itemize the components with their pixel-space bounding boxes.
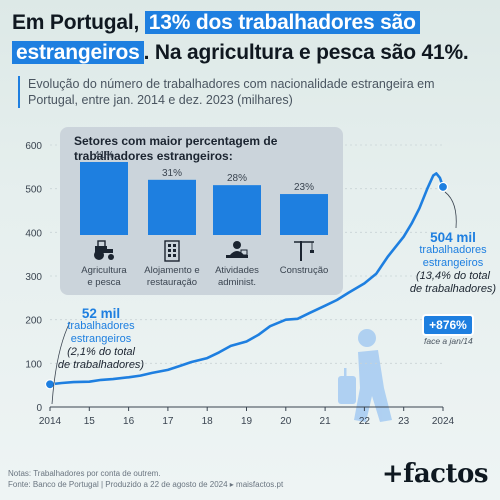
hotel-window <box>168 249 171 252</box>
x-tick-label: 18 <box>202 416 214 427</box>
x-tick-label: 23 <box>398 416 410 427</box>
headline: Em Portugal, 13% dos trabalhadores são es… <box>12 8 492 68</box>
bar-value-label: 28% <box>227 173 247 184</box>
y-tick-label: 0 <box>36 403 42 414</box>
y-tick-label: 400 <box>25 228 42 239</box>
end-marker <box>437 181 449 193</box>
tractor-icon <box>94 240 114 260</box>
sector-inset: Setores com maior percentagem de trabalh… <box>60 127 343 295</box>
start-line2: estrangeiros <box>70 333 132 345</box>
start-callout: 52 mil trabalhadores estrangeiros (2,1% … <box>52 307 150 372</box>
bar-category-label: Agricultura <box>81 265 127 276</box>
crane-icon <box>294 241 314 261</box>
brand-logo: +factos <box>381 459 489 489</box>
end-detail1: (13,4% do total <box>416 270 490 282</box>
start-detail2: de trabalhadores) <box>57 359 145 371</box>
footer-source: Fonte: Banco de Portugal | Produzido a 2… <box>8 480 284 489</box>
crane-load <box>310 250 314 253</box>
growth-note: face a jan/14 <box>424 336 473 346</box>
bar-category-label: Construção <box>280 265 329 276</box>
bar-category-label: administ. <box>218 277 256 288</box>
start-line1: trabalhadores <box>67 320 135 332</box>
footer-notes: Notas: Trabalhadores por conta de outrem… <box>8 469 161 478</box>
hotel-window <box>173 254 176 257</box>
y-tick-label: 300 <box>25 272 42 283</box>
tractor-hood <box>107 249 113 253</box>
bar-category-label: Atividades <box>215 265 259 276</box>
traveler-suitcase-handle <box>344 368 347 377</box>
start-value: 52 mil <box>81 306 121 321</box>
start-connector <box>51 321 71 405</box>
x-tick-label: 19 <box>241 416 253 427</box>
x-tick-label: 16 <box>123 416 135 427</box>
bar-3 <box>213 185 261 235</box>
bar-2 <box>148 179 196 235</box>
bar-category-label: Alojamento e <box>144 265 199 276</box>
end-line2: estrangeiros <box>422 257 484 269</box>
end-line1: trabalhadores <box>419 244 487 256</box>
x-tick-label: 17 <box>162 416 174 427</box>
traveler-suitcase <box>338 376 356 404</box>
end-connector <box>444 191 457 229</box>
bar-value-label: 41% <box>94 150 114 161</box>
bar-value-label: 23% <box>294 182 314 193</box>
growth-badge: +876% <box>424 316 472 334</box>
x-tick-label: 20 <box>280 416 292 427</box>
x-tick-label: 21 <box>320 416 332 427</box>
footer: Notas: Trabalhadores por conta de outrem… <box>8 468 283 490</box>
end-value: 504 mil <box>430 230 476 245</box>
worker-body <box>230 251 244 255</box>
hotel-building <box>164 240 180 262</box>
tractor-wheel-small <box>108 254 114 260</box>
headline-highlight1: 13% dos trabalhadores são <box>144 11 420 34</box>
y-tick-label: 200 <box>25 316 42 327</box>
inset-title: Setores com maior percentagem de trabalh… <box>74 134 278 163</box>
headline-part2: . Na agricultura e pesca são 41%. <box>143 41 469 64</box>
hotel-window <box>168 244 171 247</box>
bar-category-label: restauração <box>147 277 197 288</box>
traveler-body <box>354 350 392 422</box>
hotel-window <box>173 244 176 247</box>
x-tick-label: 2024 <box>432 416 455 427</box>
hotel-window <box>168 254 171 257</box>
bar-category-label: e pesca <box>87 277 121 288</box>
worker-desk <box>226 255 248 258</box>
x-tick-label: 15 <box>84 416 96 427</box>
bar-value-label: 31% <box>162 168 182 179</box>
office-worker-icon <box>226 241 248 258</box>
traveler-head <box>358 329 376 347</box>
worker-laptop <box>240 249 248 256</box>
tractor-cab <box>97 240 106 248</box>
bar-1 <box>80 162 128 235</box>
tractor-body <box>95 246 107 253</box>
bar-4 <box>280 194 328 235</box>
hotel-icon <box>164 240 180 262</box>
y-tick-label: 600 <box>25 141 42 152</box>
subtitle: Evolução do número de trabalhadores com … <box>18 76 468 108</box>
y-tick-label: 100 <box>25 359 42 370</box>
tractor-wheel-big <box>94 250 104 260</box>
x-tick-label: 2014 <box>39 416 62 427</box>
headline-highlight2: estrangeiros <box>12 41 144 64</box>
x-tick-label: 22 <box>359 416 371 427</box>
hotel-window <box>173 249 176 252</box>
start-marker <box>44 379 56 390</box>
start-detail1: (2,1% do total <box>67 346 135 358</box>
traveler-icon <box>338 329 392 422</box>
end-callout: 504 mil trabalhadores estrangeiros (13,4… <box>408 231 498 296</box>
end-detail2: de trabalhadores) <box>409 283 497 295</box>
y-tick-label: 500 <box>25 185 42 196</box>
worker-head <box>233 241 241 249</box>
headline-part1: Em Portugal, <box>12 11 145 34</box>
